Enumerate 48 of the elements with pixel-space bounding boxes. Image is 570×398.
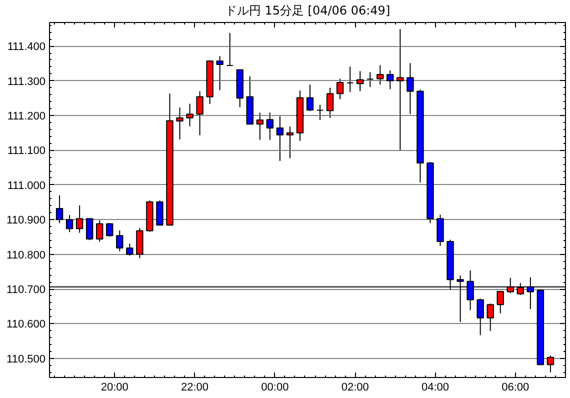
- candlestick: [116, 230, 124, 252]
- candlestick: [376, 64, 384, 86]
- y-tick-label: 111.100: [7, 145, 46, 158]
- candlestick: [436, 214, 444, 246]
- candlestick: [76, 204, 84, 234]
- candlestick: [186, 103, 194, 127]
- candlestick: [486, 303, 494, 332]
- candlestick: [476, 298, 484, 336]
- candlestick: [96, 220, 104, 242]
- candlestick: [336, 78, 344, 100]
- x-tick-label: 04:00: [421, 382, 450, 394]
- candlestick: [66, 214, 74, 233]
- candlestick: [216, 56, 224, 91]
- y-tick-label: 110.900: [6, 214, 46, 227]
- candlestick: [156, 200, 164, 226]
- candlestick: [176, 107, 184, 140]
- candlestick: [366, 72, 374, 88]
- y-tick-label: 111.200: [7, 110, 46, 122]
- x-tick-label: 00:00: [261, 382, 289, 394]
- candlestick: [286, 126, 294, 159]
- y-tick-label: 110.500: [6, 353, 46, 366]
- y-tick-label: 110.700: [6, 284, 46, 296]
- x-tick-label: 20:00: [100, 382, 128, 394]
- candlestick: [196, 90, 204, 136]
- candlestick: [496, 290, 504, 314]
- candlestick: [126, 243, 134, 256]
- candlestick: [386, 70, 394, 90]
- x-tick-label: 06:00: [502, 382, 530, 394]
- y-tick-label: 110.800: [6, 249, 46, 262]
- candlestick: [356, 70, 364, 92]
- candlestick: [276, 116, 284, 162]
- candlestick: [86, 218, 94, 241]
- candlestick: [326, 87, 334, 118]
- y-tick-label: 111.300: [7, 76, 46, 88]
- x-tick-label: 22:00: [181, 382, 209, 394]
- x-tick-label: 02:00: [341, 382, 369, 394]
- candlestick: [136, 227, 144, 259]
- candlestick: [316, 104, 324, 121]
- candlestick: [106, 222, 114, 238]
- y-tick-label: 111.400: [7, 41, 46, 54]
- candlestick: [306, 84, 314, 112]
- y-tick-label: 111.000: [7, 180, 46, 192]
- chart-title: ドル円 15分足 [04/06 06:49]: [224, 4, 390, 18]
- candlestick: [406, 62, 414, 115]
- candlestick: [256, 112, 264, 140]
- candlestick: [346, 66, 354, 92]
- candlestick: [266, 112, 274, 140]
- y-tick-label: 110.600: [6, 318, 46, 331]
